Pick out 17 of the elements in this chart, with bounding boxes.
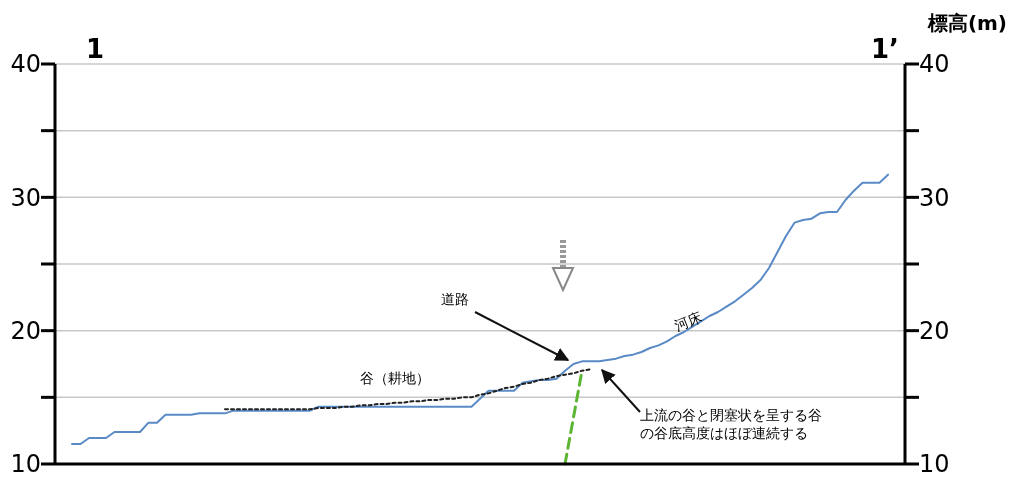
- y2-axis-title: 標高(m): [926, 11, 1007, 35]
- y-tick-label: 40: [10, 50, 41, 79]
- y-tick-label: 20: [10, 317, 41, 346]
- y-tick-label: 10: [10, 450, 41, 479]
- annotation: 1’: [871, 34, 899, 64]
- line-series: [71, 173, 889, 445]
- annotation: 河床: [672, 308, 705, 335]
- line-series: [224, 368, 592, 411]
- y2-tick-label: 30: [919, 183, 950, 212]
- y2-tick-label: 20: [919, 317, 950, 346]
- annotation: 上流の谷と閉塞状を呈する谷の谷底高度はほぼ連続する: [640, 407, 822, 442]
- annotation: 道路: [441, 291, 469, 307]
- y-tick-label: 30: [10, 183, 41, 212]
- y2-tick-label: 10: [919, 450, 950, 479]
- y2-tick-label: 40: [919, 50, 950, 79]
- annotation: 谷（耕地）: [360, 370, 430, 386]
- annotation: 1: [85, 34, 105, 64]
